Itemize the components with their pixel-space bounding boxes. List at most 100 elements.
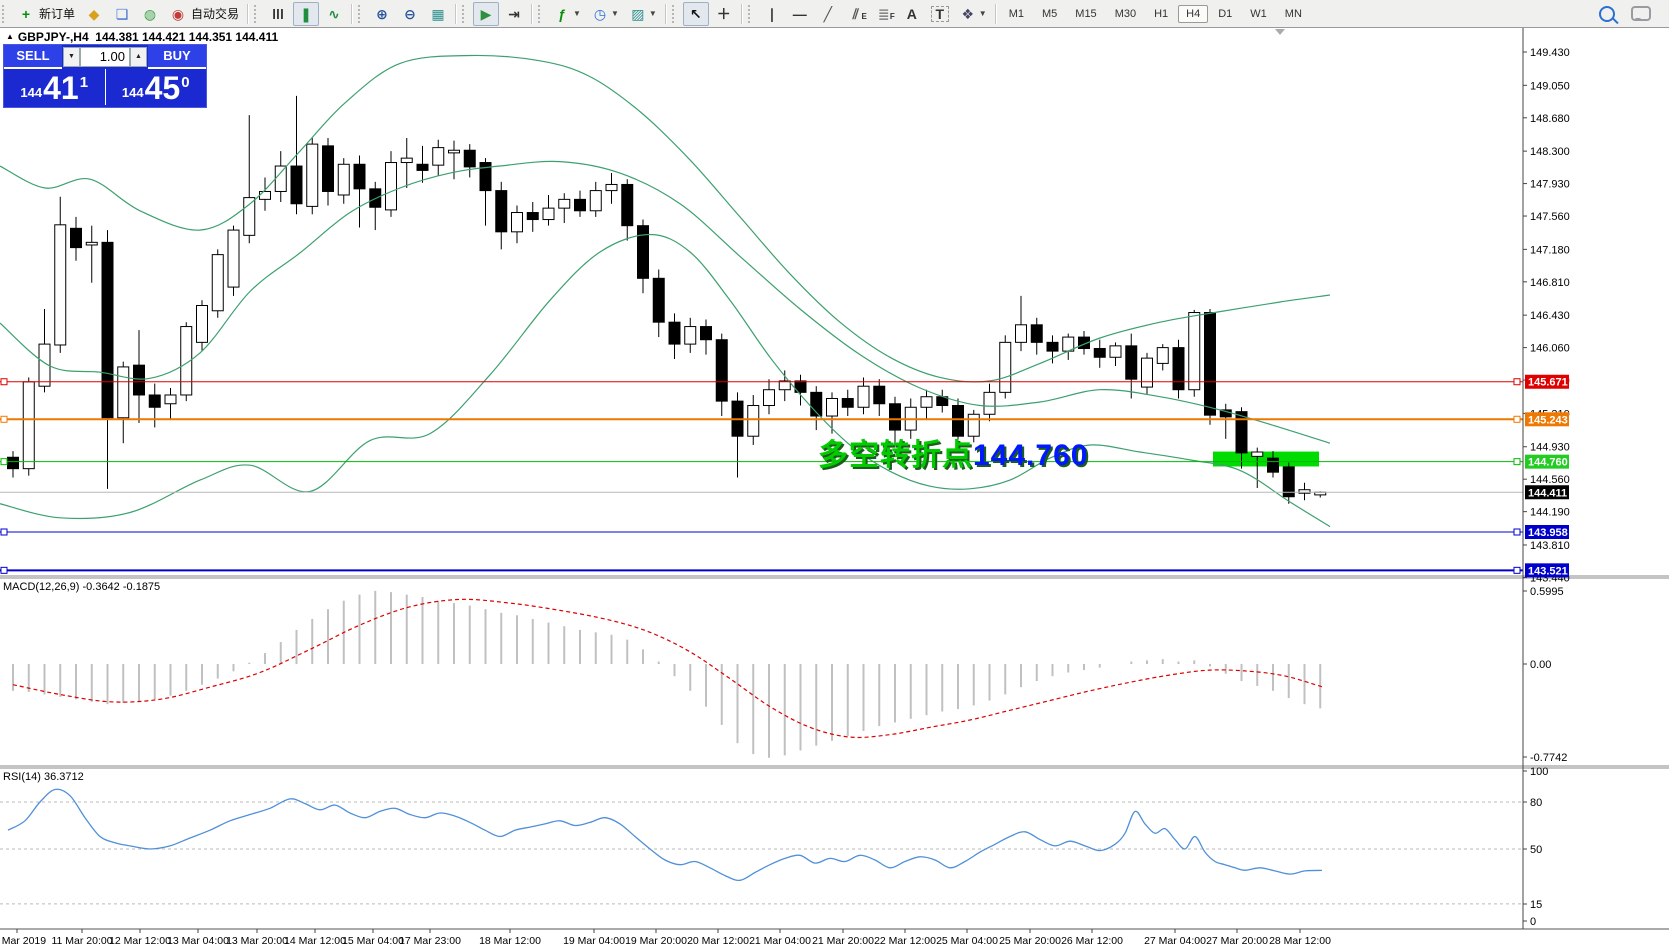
chevron-down-icon[interactable]: ▼ xyxy=(610,9,619,18)
autotrading-button[interactable]: ◉ 自动交易 xyxy=(165,2,243,26)
candle-body xyxy=(7,456,19,470)
zoom-out-button[interactable]: ⊖ xyxy=(397,2,423,26)
time-axis-label[interactable]: 13 Mar 20:00 xyxy=(226,935,288,947)
trendline-button[interactable]: ╱ xyxy=(815,2,841,26)
time-axis-label[interactable]: 27 Mar 04:00 xyxy=(1144,935,1206,947)
toolbar-drag-handle[interactable] xyxy=(358,4,365,23)
toolbar-drag-handle[interactable] xyxy=(671,4,679,23)
sell-price[interactable]: 144 41 1 xyxy=(4,69,106,105)
toolbar-drag-handle[interactable] xyxy=(747,4,755,23)
time-axis-label[interactable]: 28 Mar 12:00 xyxy=(1269,935,1331,947)
toolbar-drag-handle[interactable] xyxy=(2,4,9,23)
timeframe-h1-button[interactable]: H1 xyxy=(1154,7,1169,20)
timeframe-m15-button[interactable]: M15 xyxy=(1075,7,1097,20)
toolbar-drag-handle[interactable] xyxy=(462,4,469,23)
shift-marker-icon[interactable] xyxy=(1275,29,1285,35)
text-label-button[interactable]: T xyxy=(927,2,953,26)
bar-chart-button[interactable]: ǀǀǀ xyxy=(265,2,291,26)
cursor-button[interactable]: ↖ xyxy=(682,1,709,26)
collapse-chart-icon[interactable]: ▲ xyxy=(6,32,14,41)
time-axis-label[interactable]: 12 Mar 12:00 xyxy=(109,935,171,947)
candle-body xyxy=(857,385,870,408)
buy-price[interactable]: 144 45 0 xyxy=(121,70,190,106)
time-axis-label[interactable]: 18 Mar 12:00 xyxy=(479,935,541,947)
candle-body xyxy=(1078,336,1090,349)
time-axis-label[interactable]: 27 Mar 20:00 xyxy=(1206,935,1268,947)
volume-up-button[interactable]: ▲ xyxy=(130,47,147,67)
search-icon[interactable] xyxy=(1599,5,1615,22)
line-endpoint-marker[interactable] xyxy=(1513,415,1521,423)
zoom-in-button[interactable]: ⊕ xyxy=(369,2,395,26)
line-endpoint-marker[interactable] xyxy=(0,378,8,386)
line-endpoint-marker[interactable] xyxy=(1513,528,1521,536)
text-button[interactable]: A xyxy=(899,2,925,26)
candle-body xyxy=(794,380,807,393)
time-axis-label[interactable]: 19 Mar 20:00 xyxy=(625,935,687,947)
candlestick-button[interactable]: ❚ xyxy=(293,1,320,26)
autoscroll-button[interactable]: ▶ xyxy=(473,1,500,26)
line-endpoint-marker[interactable] xyxy=(0,566,8,574)
fibonacci-button[interactable]: ≣ F xyxy=(871,2,897,26)
market-watch-button[interactable]: ◆ xyxy=(81,2,107,26)
templates-button[interactable]: ▨ ▼ xyxy=(625,2,661,26)
time-axis-label[interactable]: 22 Mar 12:00 xyxy=(874,935,936,947)
line-chart-button[interactable]: ∿ xyxy=(321,2,347,26)
crosshair-button[interactable]: ＋ xyxy=(711,2,737,26)
timeframe-m1-button[interactable]: M1 xyxy=(1008,7,1024,20)
time-axis-label[interactable]: 19 Mar 04:00 xyxy=(563,935,625,947)
volume-input[interactable]: 1.00 xyxy=(80,47,130,67)
periods-button[interactable]: ◷ ▼ xyxy=(587,2,623,26)
toolbar-drag-handle[interactable] xyxy=(254,4,261,23)
time-axis-label[interactable]: 13 Mar 04:00 xyxy=(167,935,229,947)
time-axis-label[interactable]: 25 Mar 20:00 xyxy=(999,935,1061,947)
line-endpoint-marker[interactable] xyxy=(1513,458,1521,466)
line-endpoint-marker[interactable] xyxy=(0,415,8,423)
new-order-button[interactable]: + 新订单 xyxy=(13,2,79,26)
rsi-axis-label: 15 xyxy=(1530,899,1542,911)
arrows-button[interactable]: ❖ ▼ xyxy=(955,2,991,26)
line-endpoint-marker[interactable] xyxy=(1513,566,1521,574)
horizontal-line-button[interactable]: — xyxy=(787,2,813,26)
time-axis-label[interactable]: 17 Mar 23:00 xyxy=(399,935,461,947)
toolbar-drag-handle[interactable] xyxy=(538,4,545,23)
candle-body xyxy=(306,143,319,207)
chart-window-button[interactable]: ❏ xyxy=(109,2,135,26)
line-endpoint-marker[interactable] xyxy=(1513,378,1521,386)
volume-down-button[interactable]: ▼ xyxy=(63,47,80,67)
chat-icon[interactable] xyxy=(1631,6,1651,21)
timeframe-m30-button[interactable]: M30 xyxy=(1114,7,1137,20)
indicators-button[interactable]: ƒ ▼ xyxy=(549,2,585,26)
price-axis-label: 149.050 xyxy=(1530,80,1570,92)
channel-button[interactable]: ⫽ E xyxy=(843,2,869,26)
highlight-box[interactable] xyxy=(1213,451,1319,467)
timeframe-m5-button[interactable]: M5 xyxy=(1042,7,1058,20)
volume-stepper: ▼ 1.00 ▲ xyxy=(62,45,148,69)
chevron-down-icon[interactable]: ▼ xyxy=(978,9,987,18)
time-axis-label[interactable]: 15 Mar 04:00 xyxy=(342,935,404,947)
chevron-down-icon[interactable]: ▼ xyxy=(573,9,581,18)
time-axis-label[interactable]: 21 Mar 20:00 xyxy=(812,935,874,947)
tile-windows-button[interactable]: ▦ xyxy=(425,2,451,26)
vertical-line-button[interactable]: ∣ xyxy=(759,2,785,26)
time-axis-label[interactable]: 20 Mar 12:00 xyxy=(687,935,749,947)
timeframe-w1-button[interactable]: W1 xyxy=(1250,7,1267,20)
chevron-down-icon[interactable]: ▼ xyxy=(648,9,657,18)
signals-button[interactable]: ◍ xyxy=(137,2,163,26)
timeframe-d1-button[interactable]: D1 xyxy=(1218,7,1233,20)
chart-shift-button[interactable]: ⇥ xyxy=(501,2,527,26)
time-axis-label[interactable]: 21 Mar 04:00 xyxy=(749,935,811,947)
sell-button[interactable]: SELL xyxy=(4,45,62,69)
line-endpoint-marker[interactable] xyxy=(0,458,8,466)
time-axis-label[interactable]: 14 Mar 12:00 xyxy=(284,935,346,947)
buy-button[interactable]: BUY xyxy=(148,45,206,69)
macd-signal-line xyxy=(12,598,1323,739)
timeframe-mn-button[interactable]: MN xyxy=(1284,7,1302,20)
time-axis-label[interactable]: 25 Mar 04:00 xyxy=(936,935,998,947)
rsi-axis-label: 0 xyxy=(1530,916,1536,928)
timeframe-h4-button[interactable]: H4 xyxy=(1178,4,1209,23)
time-axis-label[interactable]: 26 Mar 12:00 xyxy=(1061,935,1123,947)
time-axis-label[interactable]: 11 Mar 2019 xyxy=(0,935,46,947)
time-axis-label[interactable]: 11 Mar 20:00 xyxy=(51,935,112,947)
line-endpoint-marker[interactable] xyxy=(0,528,8,536)
